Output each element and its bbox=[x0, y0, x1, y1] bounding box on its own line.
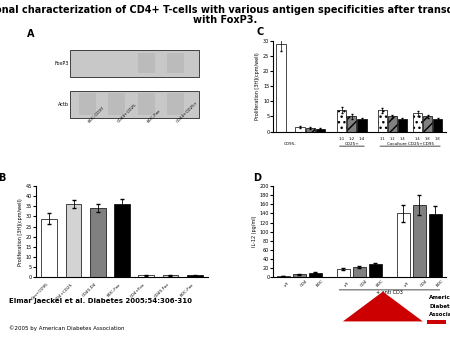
Bar bbox=[369, 264, 382, 277]
Bar bbox=[187, 275, 202, 277]
Bar bbox=[423, 116, 432, 131]
Bar bbox=[276, 44, 286, 131]
Text: BDC-Fox: BDC-Fox bbox=[146, 108, 161, 123]
Bar bbox=[114, 204, 130, 277]
Text: CD4: CD4 bbox=[419, 279, 428, 288]
Bar bbox=[347, 116, 356, 131]
Text: 1:2: 1:2 bbox=[390, 137, 395, 141]
Bar bbox=[429, 214, 442, 277]
Text: D: D bbox=[253, 172, 261, 183]
Text: B: B bbox=[0, 172, 5, 183]
Text: A: A bbox=[27, 29, 35, 39]
Bar bbox=[337, 269, 350, 277]
Bar bbox=[353, 267, 366, 277]
Text: Elmar Jaeckel et al. Diabetes 2005;54:306-310: Elmar Jaeckel et al. Diabetes 2005;54:30… bbox=[9, 298, 192, 304]
Text: ©2005 by American Diabetes Association: ©2005 by American Diabetes Association bbox=[9, 325, 125, 331]
Bar bbox=[66, 204, 81, 277]
Text: BDC: BDC bbox=[375, 279, 385, 288]
Bar bbox=[296, 127, 305, 131]
Bar bbox=[357, 119, 367, 131]
Text: 1:8: 1:8 bbox=[435, 137, 441, 141]
Bar bbox=[79, 93, 96, 115]
Bar bbox=[397, 214, 410, 277]
Y-axis label: IL-12 (pg/ml): IL-12 (pg/ml) bbox=[252, 216, 257, 247]
Bar bbox=[139, 275, 154, 277]
Text: 1:2: 1:2 bbox=[349, 137, 355, 141]
Text: 1:1: 1:1 bbox=[379, 137, 385, 141]
Text: CD95-: CD95- bbox=[284, 142, 297, 146]
Text: BDC: BDC bbox=[315, 279, 324, 288]
Bar bbox=[398, 119, 407, 131]
Text: C: C bbox=[256, 27, 264, 37]
Bar bbox=[277, 276, 290, 277]
Text: 1:1: 1:1 bbox=[339, 137, 345, 141]
Bar bbox=[337, 110, 346, 131]
Bar bbox=[138, 93, 155, 115]
Bar bbox=[70, 91, 199, 118]
Bar bbox=[378, 110, 387, 131]
Y-axis label: Proliferation [3H](cpm/well): Proliferation [3H](cpm/well) bbox=[255, 52, 260, 120]
Text: CD25+: CD25+ bbox=[345, 142, 359, 146]
Bar bbox=[309, 273, 322, 277]
Text: 1:4: 1:4 bbox=[400, 137, 405, 141]
Bar bbox=[108, 93, 126, 115]
Text: CD4: CD4 bbox=[360, 279, 368, 288]
Y-axis label: Proliferation [3H](cpm/well): Proliferation [3H](cpm/well) bbox=[18, 198, 23, 266]
Text: 1:4: 1:4 bbox=[415, 137, 420, 141]
Bar bbox=[70, 50, 199, 77]
Text: Diabetes: Diabetes bbox=[429, 304, 450, 309]
Text: 1:8: 1:8 bbox=[425, 137, 431, 141]
Text: c/f: c/f bbox=[343, 282, 350, 288]
Bar bbox=[138, 53, 155, 73]
Text: 1:4: 1:4 bbox=[359, 137, 365, 141]
Text: Association: Association bbox=[429, 312, 450, 317]
Text: CD4: CD4 bbox=[299, 279, 308, 288]
Text: Actb: Actb bbox=[58, 102, 69, 107]
Bar bbox=[413, 113, 422, 131]
Bar bbox=[167, 93, 184, 115]
Text: BDC: BDC bbox=[436, 279, 445, 288]
Bar bbox=[388, 116, 397, 131]
Bar bbox=[413, 205, 426, 277]
Bar bbox=[167, 53, 184, 73]
Bar bbox=[293, 274, 306, 277]
Text: American: American bbox=[429, 295, 450, 300]
Polygon shape bbox=[343, 292, 423, 321]
Bar bbox=[41, 218, 57, 277]
Bar bbox=[433, 119, 442, 131]
Bar bbox=[90, 209, 106, 277]
Text: Coculture CD25+CD95: Coculture CD25+CD95 bbox=[387, 142, 434, 146]
Bar bbox=[316, 128, 325, 131]
Text: c/f: c/f bbox=[284, 282, 290, 288]
Bar bbox=[306, 128, 315, 131]
Bar bbox=[427, 320, 446, 324]
Text: Functional characterization of CD4+ T-cells with various antigen specificities a: Functional characterization of CD4+ T-ce… bbox=[0, 5, 450, 15]
Text: with FoxP3.: with FoxP3. bbox=[193, 15, 257, 25]
Text: CD44+CD25+: CD44+CD25+ bbox=[176, 100, 199, 123]
Text: + anti CD3: + anti CD3 bbox=[376, 290, 403, 295]
Text: BDC-CD97: BDC-CD97 bbox=[88, 105, 106, 123]
Text: FoxP3: FoxP3 bbox=[54, 61, 69, 66]
Text: c/f: c/f bbox=[404, 282, 410, 288]
Bar bbox=[162, 275, 178, 277]
Text: CD44+CD25: CD44+CD25 bbox=[117, 102, 138, 123]
